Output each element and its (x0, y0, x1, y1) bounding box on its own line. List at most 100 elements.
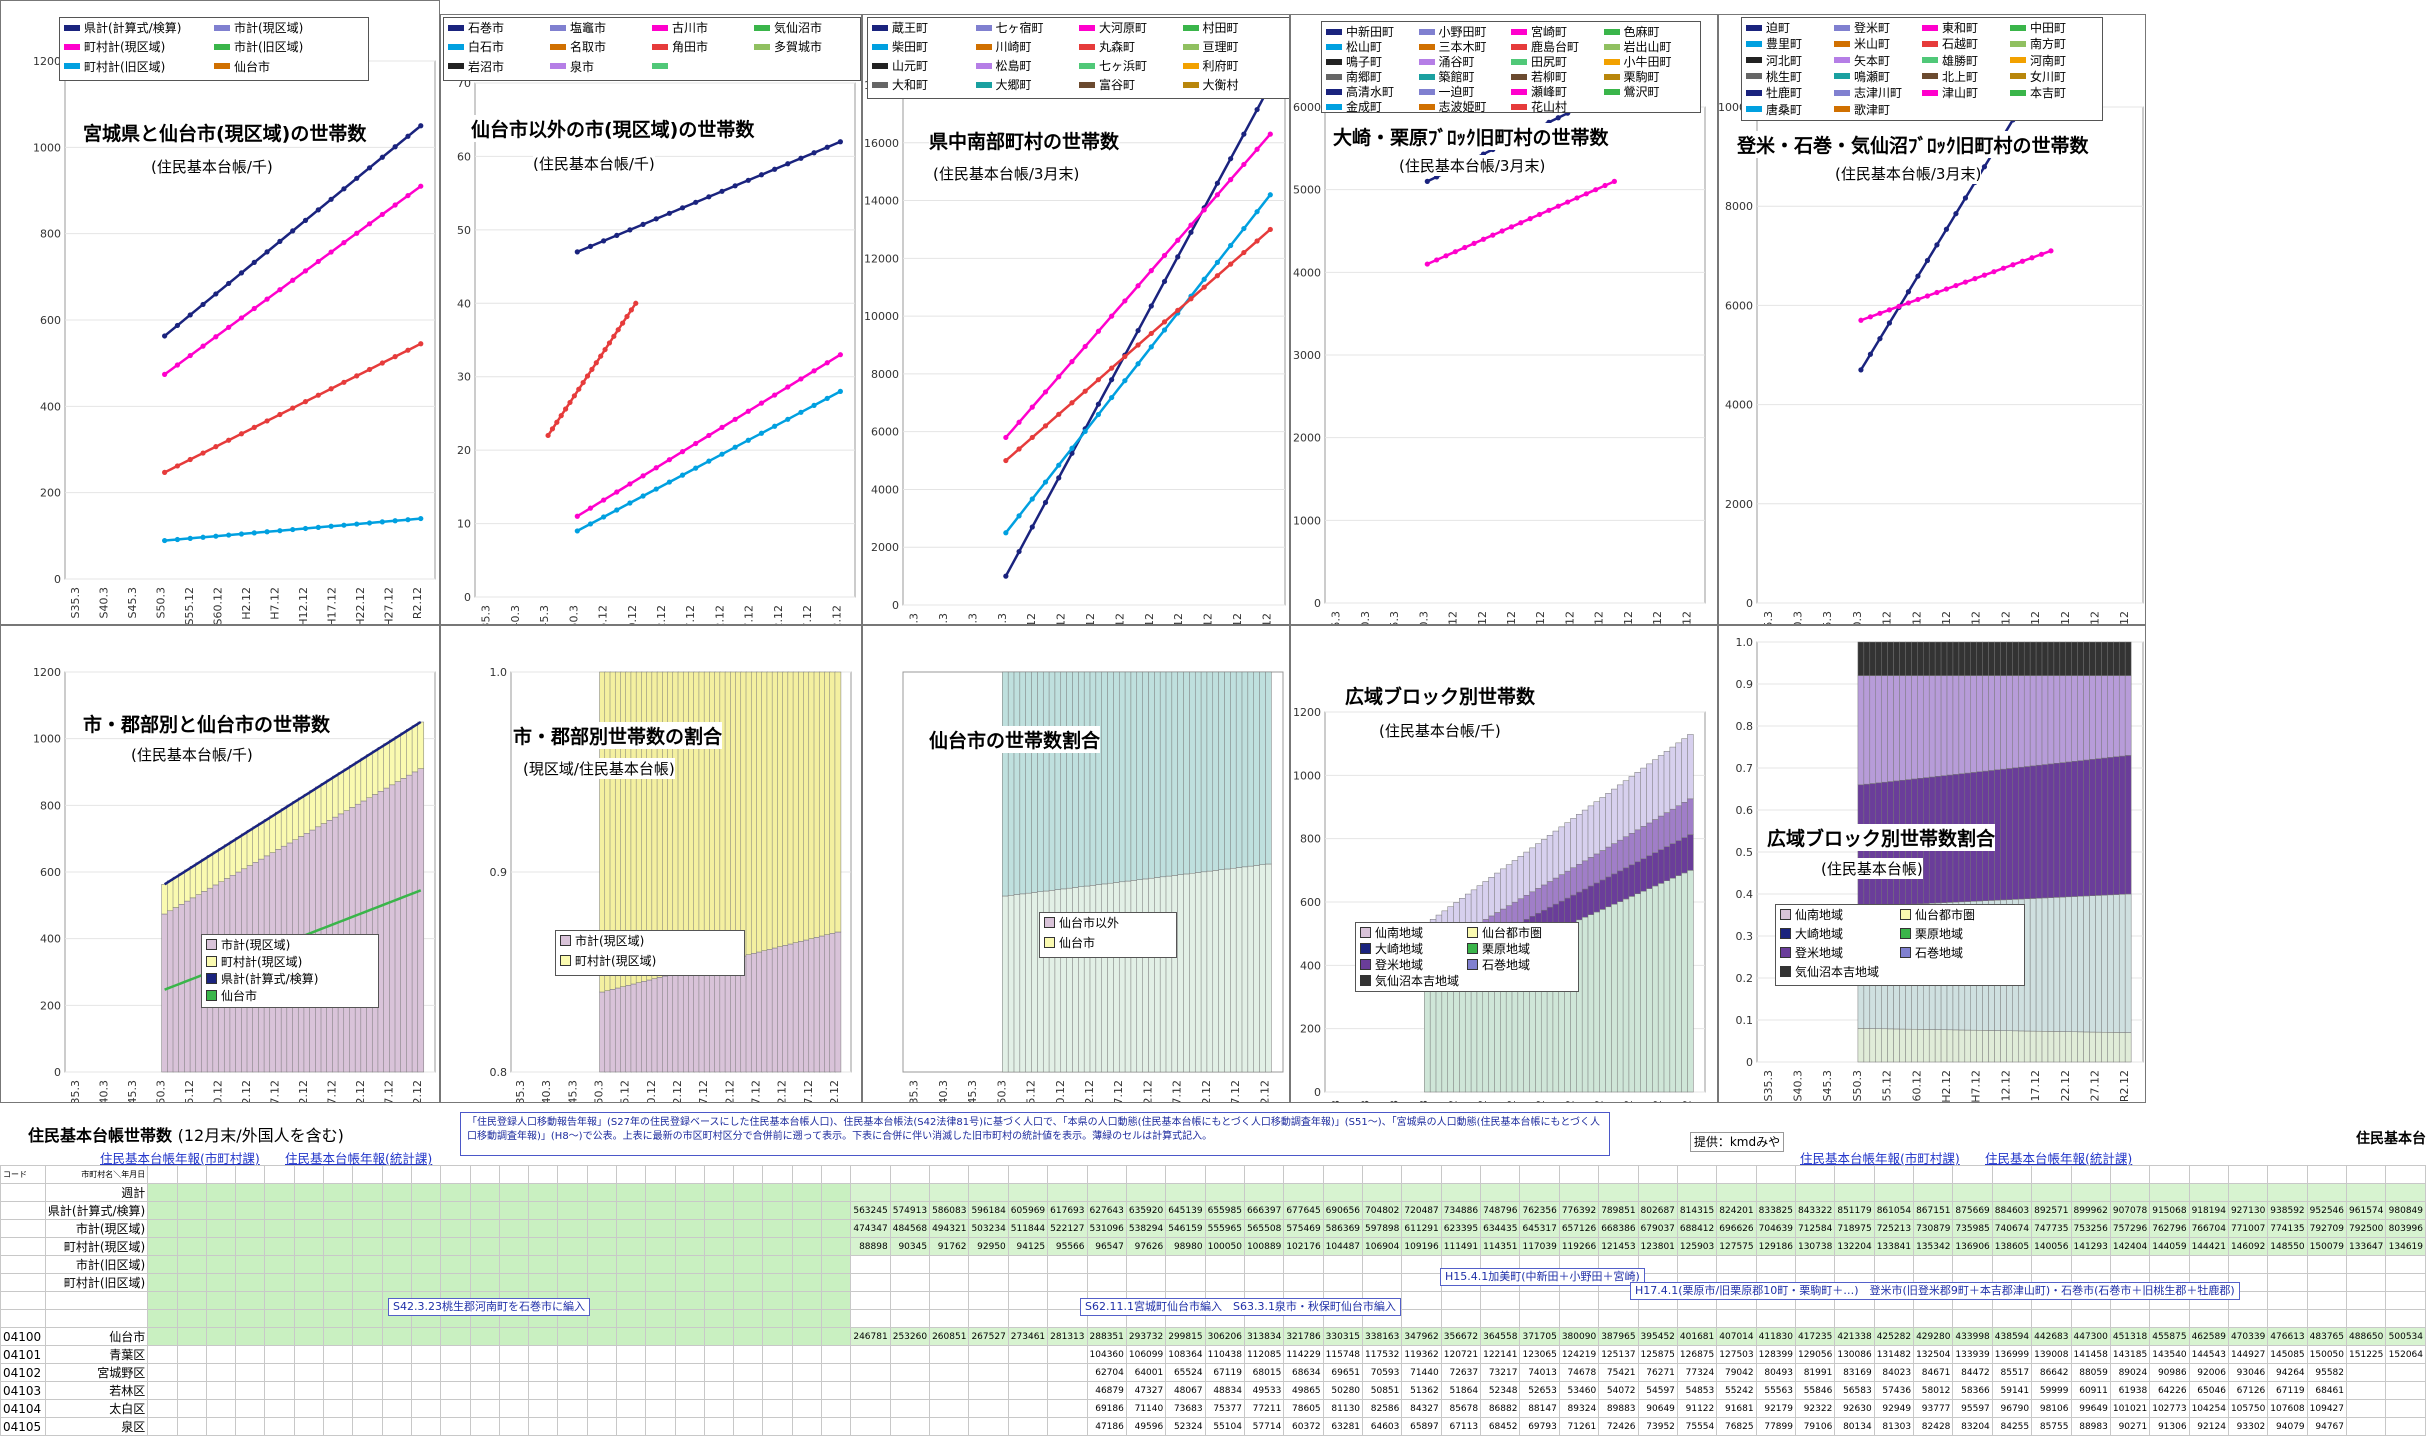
x-tick-label: H7.12 (268, 1080, 281, 1103)
data-point (1962, 195, 1969, 201)
bar-segment (1218, 869, 1225, 1073)
data-point (1029, 496, 1035, 502)
bar-segment (1611, 903, 1618, 1093)
bar-segment (1587, 914, 1595, 1093)
data-point (580, 379, 586, 386)
bar-segment (2124, 641, 2132, 676)
link-shichoson[interactable]: 住民基本台帳年報(市町村課) (100, 1151, 260, 1166)
bar-segment (834, 931, 842, 1073)
legend-item: 古川市 (652, 20, 754, 35)
legend-item: 町村計(現区域) (206, 954, 374, 969)
legend-item: 築館町 (1418, 69, 1512, 84)
value-cell (1243, 1255, 1285, 1274)
bar-segment (1946, 1029, 1954, 1063)
value-cell: 299815 (1165, 1327, 1206, 1346)
bar-segment (1628, 896, 1636, 1093)
bar-segment (2035, 641, 2043, 676)
bar-segment (337, 772, 345, 815)
link-shichoson-2[interactable]: 住民基本台帳年報(市町村課) (1800, 1151, 1960, 1166)
value-cell: 65046 (2188, 1381, 2229, 1400)
x-tick-label: H22.12 (772, 605, 785, 625)
bar-segment (315, 786, 322, 828)
bar-segment (1857, 641, 1865, 676)
legend-item: 石巻地域 (1900, 945, 2020, 960)
value-cell (469, 1399, 500, 1418)
value-cell (2385, 1381, 2426, 1400)
value-cell: 688412 (1676, 1219, 1718, 1238)
chart-panel-p5: 0200040006000800010000S35.3S40.3S45.3S50… (1718, 14, 2146, 625)
value-cell: 57714 (1243, 1417, 1285, 1436)
bar-segment (326, 779, 333, 821)
chart-subtitle: (住民基本台帳/3月末) (933, 163, 1080, 184)
value-cell (645, 1219, 676, 1238)
bar-segment (1447, 976, 1454, 1093)
data-point (251, 305, 257, 312)
x-tick-label: S45.3 (1388, 1100, 1401, 1103)
value-cell (968, 1273, 1009, 1292)
y-tick-label: 400 (1300, 959, 1321, 972)
data-point (1518, 220, 1524, 226)
data-point (640, 473, 646, 479)
chart-subtitle: (住民基本台帳/3月末) (1399, 155, 1546, 176)
y-tick-label: 2000 (871, 541, 899, 554)
bar-segment (2053, 762, 2061, 898)
value-cell (557, 1201, 588, 1220)
chart-title: 仙台市以外の市(現区域)の世帯数 (471, 115, 755, 142)
value-cell (929, 1273, 970, 1292)
value-cell (929, 1309, 970, 1328)
value-cell: 438594 (1991, 1327, 2033, 1346)
value-cell (264, 1399, 295, 1418)
value-cell (791, 1345, 823, 1364)
value-cell (1794, 1183, 1836, 1202)
value-cell: 119362 (1401, 1345, 1442, 1364)
bar-segment (1593, 801, 1601, 855)
value-cell (929, 1183, 970, 1202)
value-cell: 474347 (850, 1219, 891, 1238)
data-point (1214, 259, 1221, 265)
bar-segment (2006, 675, 2013, 769)
value-cell (176, 1273, 207, 1292)
value-cell: 67119 (2267, 1381, 2308, 1400)
value-cell (2306, 1291, 2348, 1310)
value-cell: 80134 (1834, 1417, 1875, 1436)
legend-item: 宮崎町 (1511, 24, 1604, 39)
value-cell (645, 1183, 676, 1202)
bar-segment (1628, 864, 1636, 897)
value-cell (440, 1345, 471, 1364)
y-tick-label: 0.4 (1736, 888, 1754, 901)
data-point (1962, 279, 1969, 285)
value-cell (703, 1309, 735, 1328)
code-cell: 04103 (0, 1381, 46, 1400)
bar-segment (1875, 641, 1882, 676)
bar-segment (201, 858, 208, 892)
value-cell: 597898 (1362, 1219, 1403, 1238)
link-toukei[interactable]: 住民基本台帳年報(統計課) (285, 1151, 433, 1166)
bar-segment (2077, 675, 2084, 761)
x-tick-label: H22.12 (1200, 1080, 1213, 1103)
bar-segment (1494, 872, 1501, 913)
bar-segment (1605, 906, 1612, 1093)
value-cell: 144543 (2188, 1345, 2229, 1364)
value-cell: 122141 (1480, 1345, 1521, 1364)
header-cell (1283, 1165, 1324, 1184)
value-cell (352, 1345, 383, 1364)
value-cell (733, 1219, 764, 1238)
value-cell (850, 1381, 891, 1400)
value-cell (645, 1237, 676, 1256)
data-point (213, 291, 219, 297)
value-cell (557, 1219, 588, 1238)
bar-segment (1066, 671, 1073, 889)
bar-segment (1159, 876, 1167, 1073)
data-point (1135, 283, 1141, 289)
bar-segment (1905, 641, 1912, 676)
value-cell (235, 1219, 266, 1238)
value-cell (645, 1417, 676, 1436)
value-cell (557, 1399, 588, 1418)
bar-segment (1917, 1029, 1924, 1063)
value-cell: 455875 (2149, 1327, 2190, 1346)
legend-item: 村田町 (1182, 20, 1287, 35)
header-cell: コード (0, 1165, 46, 1184)
bar-segment (1881, 1028, 1888, 1063)
link-toukei-2[interactable]: 住民基本台帳年報(統計課) (1985, 1151, 2133, 1166)
value-cell (352, 1183, 383, 1202)
